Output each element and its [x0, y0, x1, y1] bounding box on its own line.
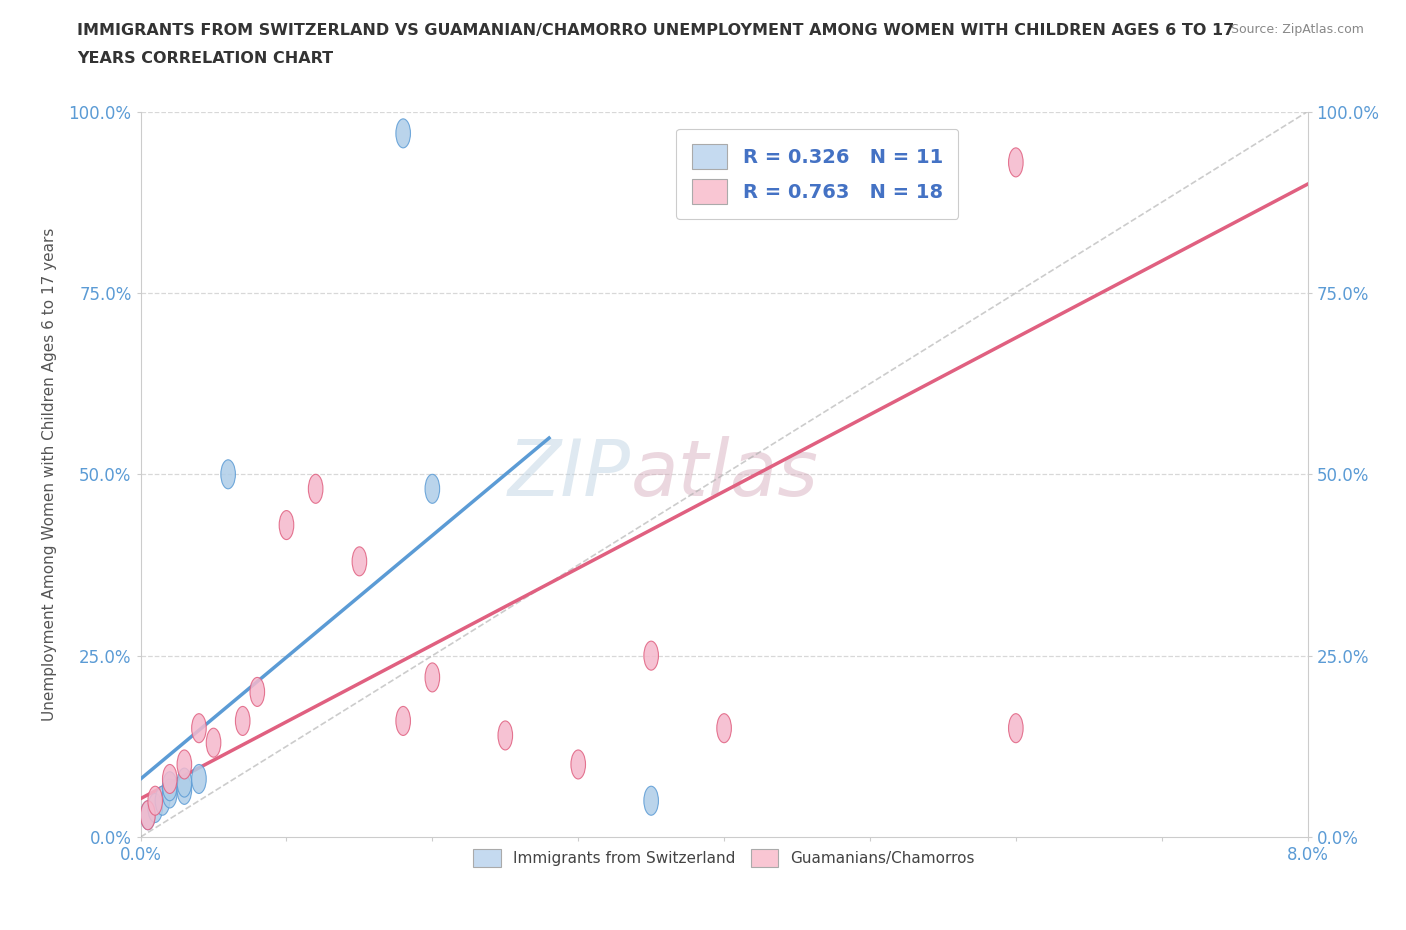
Ellipse shape — [396, 707, 411, 736]
Ellipse shape — [155, 786, 170, 816]
Ellipse shape — [141, 801, 155, 830]
Legend: Immigrants from Switzerland, Guamanians/Chamorros: Immigrants from Switzerland, Guamanians/… — [467, 843, 981, 873]
Ellipse shape — [177, 768, 191, 797]
Ellipse shape — [177, 776, 191, 804]
Ellipse shape — [148, 793, 163, 822]
Text: Source: ZipAtlas.com: Source: ZipAtlas.com — [1230, 23, 1364, 36]
Ellipse shape — [191, 764, 207, 793]
Ellipse shape — [207, 728, 221, 757]
Text: YEARS CORRELATION CHART: YEARS CORRELATION CHART — [77, 51, 333, 66]
Ellipse shape — [352, 547, 367, 576]
Ellipse shape — [148, 786, 163, 816]
Ellipse shape — [191, 713, 207, 743]
Ellipse shape — [396, 119, 411, 148]
Ellipse shape — [571, 750, 585, 779]
Ellipse shape — [644, 641, 658, 671]
Ellipse shape — [163, 779, 177, 808]
Ellipse shape — [1008, 713, 1024, 743]
Text: IMMIGRANTS FROM SWITZERLAND VS GUAMANIAN/CHAMORRO UNEMPLOYMENT AMONG WOMEN WITH : IMMIGRANTS FROM SWITZERLAND VS GUAMANIAN… — [77, 23, 1234, 38]
Ellipse shape — [235, 707, 250, 736]
Ellipse shape — [1008, 148, 1024, 177]
Ellipse shape — [425, 474, 440, 503]
Ellipse shape — [498, 721, 513, 750]
Ellipse shape — [425, 663, 440, 692]
Ellipse shape — [308, 474, 323, 503]
Ellipse shape — [141, 801, 155, 830]
Ellipse shape — [644, 786, 658, 816]
Ellipse shape — [717, 713, 731, 743]
Ellipse shape — [221, 459, 235, 489]
Ellipse shape — [163, 764, 177, 793]
Ellipse shape — [280, 511, 294, 539]
Text: ZIP: ZIP — [508, 436, 631, 512]
Y-axis label: Unemployment Among Women with Children Ages 6 to 17 years: Unemployment Among Women with Children A… — [42, 228, 58, 721]
Ellipse shape — [177, 750, 191, 779]
Text: atlas: atlas — [631, 436, 818, 512]
Ellipse shape — [163, 772, 177, 801]
Ellipse shape — [250, 677, 264, 707]
